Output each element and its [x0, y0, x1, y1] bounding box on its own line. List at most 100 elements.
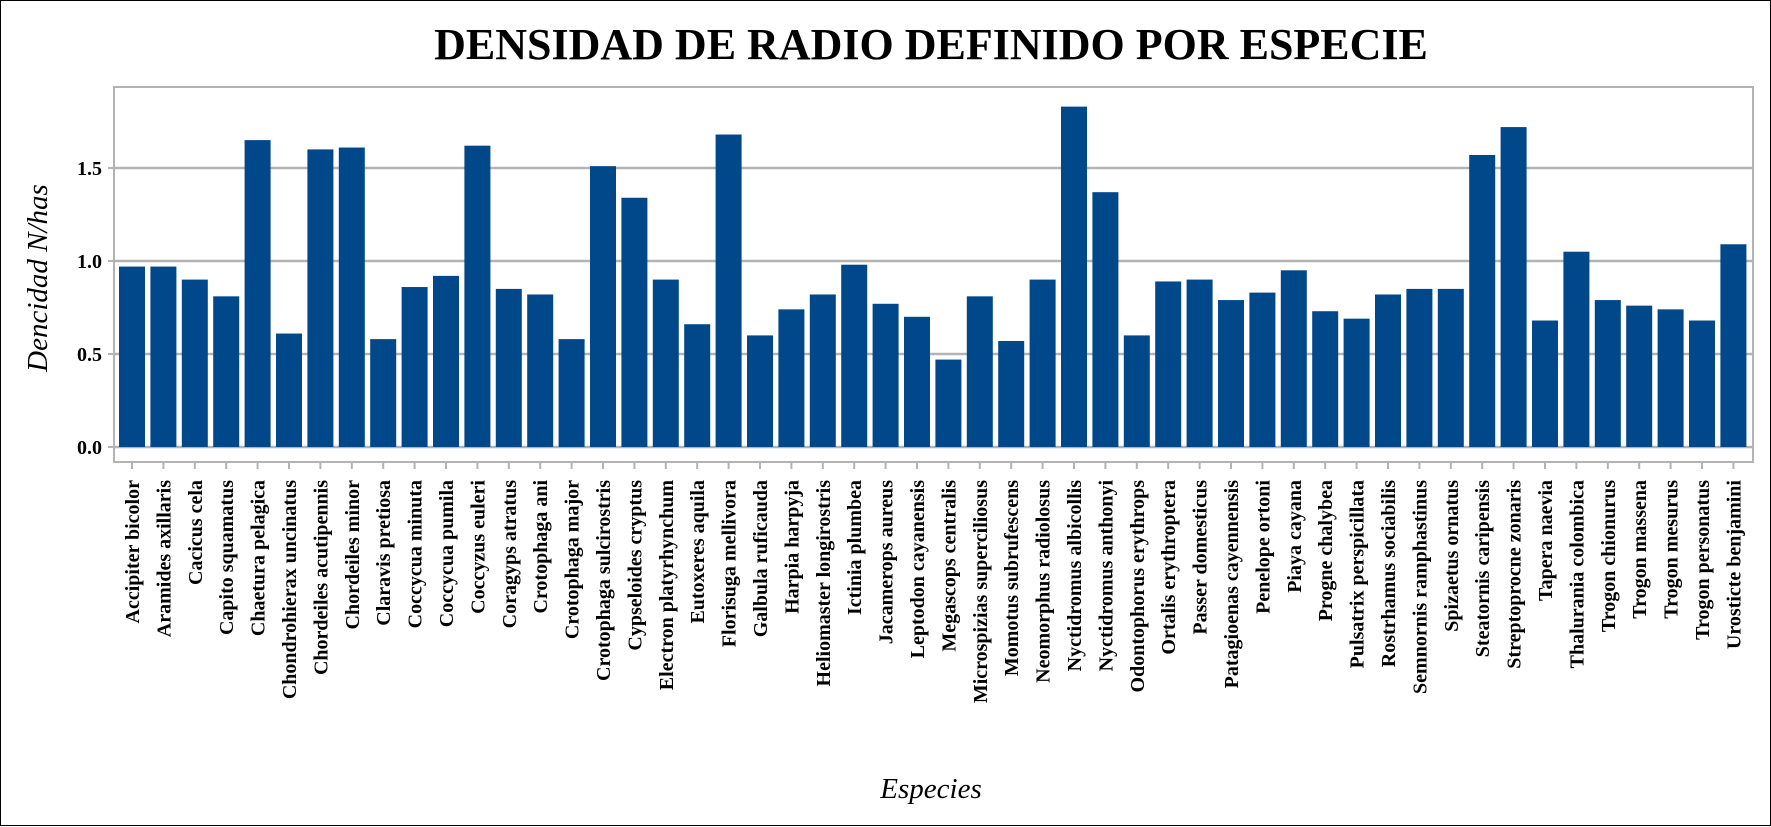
bar — [1563, 251, 1590, 447]
x-tick-label: Crotophaga major — [562, 480, 584, 639]
plot-area: 0.0 0.5 1.0 1.5 Accipiter bicolor Aramides ax… — [77, 86, 1754, 703]
y-tick-label: 1.0 — [77, 251, 102, 273]
x-tick-label: Patagioenas cayennensis — [1221, 480, 1243, 689]
x-tick-label: Trogon massena — [1629, 480, 1651, 619]
bar — [433, 275, 459, 447]
bar — [181, 279, 208, 447]
bar — [1406, 288, 1433, 447]
bar — [1626, 305, 1653, 447]
bar — [1155, 281, 1182, 447]
bar — [684, 324, 711, 447]
bar — [747, 335, 773, 447]
chart-title: DENSIDAD DE RADIO DEFINIDO POR ESPECIE — [434, 20, 1428, 69]
bar — [1092, 192, 1119, 447]
x-tick-label: Jacamerops aureus — [876, 480, 898, 644]
x-tick-label: Chondrohierax uncinatus — [279, 480, 301, 699]
x-tick-label: Coragyps atratus — [499, 480, 521, 629]
x-tick-label: Steatornis caripensis — [1472, 480, 1494, 657]
bar — [841, 264, 868, 447]
x-tick-label: Tapera naevia — [1535, 480, 1557, 601]
bar — [1594, 300, 1621, 447]
x-tick-label: Coccycua pumila — [436, 480, 458, 627]
x-tick-label: Rostrhamus sociabilis — [1378, 480, 1400, 667]
x-tick-label: Harpia harpyja — [781, 480, 803, 614]
x-tick-label: Thalurania colombica — [1566, 480, 1588, 668]
bar — [338, 147, 365, 448]
x-tick-label: Semnornis ramphastinus — [1409, 480, 1431, 694]
x-tick-label: Penelope ortoni — [1252, 480, 1274, 614]
bar — [872, 303, 899, 447]
bar — [966, 296, 993, 447]
bar — [652, 279, 679, 447]
x-tick-label: Pulsatrix perspicillata — [1347, 480, 1369, 668]
bar — [1249, 292, 1276, 447]
x-tick-label: Florisuga mellivora — [719, 480, 741, 647]
x-tick-label: Trogon personatus — [1692, 480, 1714, 640]
bar — [1061, 106, 1087, 448]
x-tick-label: Heliomaster longirostris — [813, 480, 835, 687]
bar — [307, 149, 334, 447]
bar — [495, 288, 522, 447]
bar — [244, 140, 271, 447]
x-tick-label: Progne chalybea — [1315, 480, 1337, 621]
x-tick-label: Aramides axillaris — [153, 480, 175, 637]
bar — [1469, 154, 1496, 448]
y-tick-label: 0.5 — [77, 344, 102, 366]
bar — [1312, 311, 1339, 447]
bar — [998, 340, 1025, 447]
x-tick-label: Crotophaga sulcirostris — [593, 480, 615, 681]
bar — [370, 339, 397, 447]
bar — [778, 309, 805, 447]
bar — [1657, 309, 1684, 447]
x-tick-label: Nyctidromus anthonyi — [1095, 480, 1117, 672]
bar — [621, 197, 648, 447]
x-axis-title: Especies — [879, 773, 981, 805]
x-tick-label: Trogon chionurus — [1598, 480, 1620, 632]
bar — [1500, 127, 1527, 447]
bar — [276, 333, 302, 447]
x-tick-label: Spizaetus ornatus — [1441, 480, 1463, 632]
x-tick-label: Nyctidromus albicollis — [1064, 480, 1086, 672]
x-tick-label: Trogon mesurus — [1661, 480, 1683, 619]
x-tick-label: Cypseloides cryptus — [624, 480, 646, 651]
x-tick-label: Ictinia plumbea — [844, 480, 866, 615]
bar — [1123, 335, 1150, 447]
bar — [809, 294, 836, 447]
x-tick-label: Galbula ruficauda — [750, 480, 772, 637]
x-tick-label: Claravis pretiosa — [373, 480, 395, 626]
x-tick-label: Chordeiles acutipennis — [310, 480, 332, 675]
bar — [558, 339, 585, 447]
x-tick-label: Coccyzus euleri — [467, 480, 489, 614]
x-tick-label: Microspizias superciliosus — [970, 480, 992, 703]
bar — [150, 266, 177, 447]
x-tick-label: Urosticte benjamini — [1723, 480, 1745, 649]
bar — [1689, 320, 1715, 447]
x-tick-label: Piaya cayana — [1284, 480, 1306, 593]
x-tick-label: Cacicus cela — [185, 480, 207, 585]
x-tick-label: Accipiter bicolor — [122, 480, 144, 624]
x-tick-label: Passer domesticus — [1190, 480, 1212, 635]
bar — [527, 294, 554, 447]
bar — [1186, 279, 1213, 447]
bar — [1720, 244, 1747, 447]
y-tick-label: 1.5 — [77, 158, 102, 180]
x-tick-label: Ortalis erythroptera — [1158, 480, 1180, 655]
x-tick-label: Eutoxeres aquila — [687, 480, 709, 624]
y-axis-title: Dencidad N/has — [22, 184, 54, 373]
x-tick-label: Momotus subrufescens — [1001, 480, 1023, 676]
bar — [1280, 270, 1307, 447]
x-tick-label: Electron platyrhynchum — [656, 480, 678, 691]
bar — [1532, 320, 1558, 447]
y-tick-label: 0.0 — [77, 437, 102, 459]
x-tick-label: Streptoprocne zonaris — [1504, 480, 1526, 669]
bar — [904, 316, 930, 447]
bar — [715, 134, 742, 447]
x-tick-label: Leptodon cayanensis — [907, 480, 929, 659]
bar — [1375, 294, 1401, 447]
x-tick-label: Odontophorus erythrops — [1127, 480, 1149, 693]
x-tick-label: Coccycua minuta — [405, 480, 427, 628]
bar — [401, 287, 428, 447]
x-tick-label: Crotophaga ani — [530, 480, 552, 614]
bar — [119, 266, 145, 447]
